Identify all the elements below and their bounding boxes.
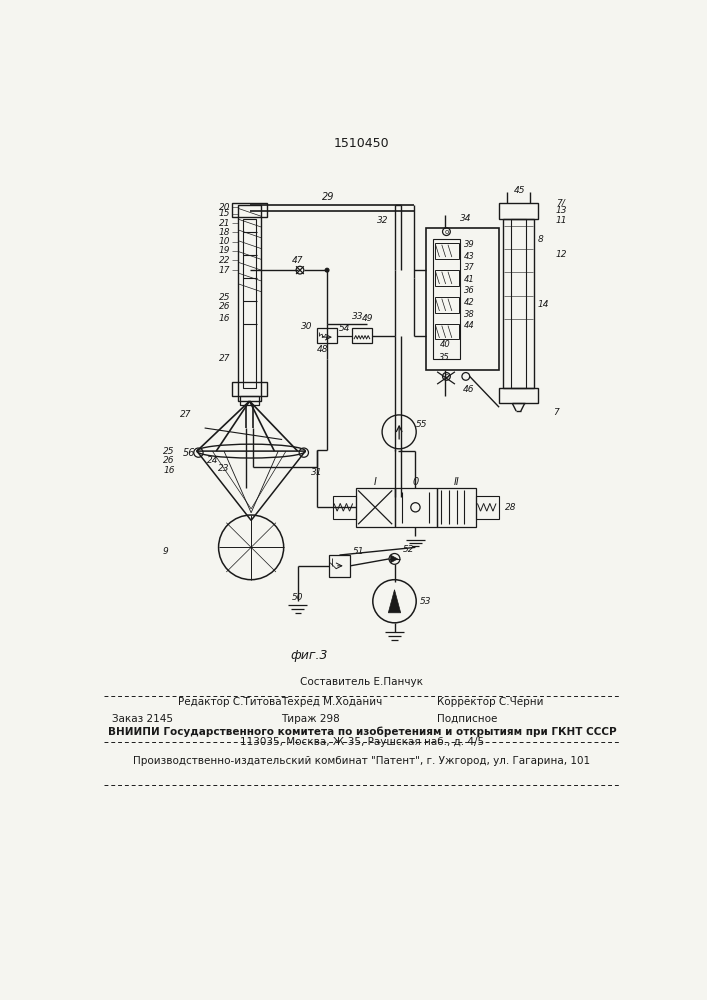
- Text: 11: 11: [556, 216, 567, 225]
- Text: 7: 7: [554, 408, 559, 417]
- Text: 14: 14: [538, 300, 549, 309]
- Text: 50: 50: [292, 593, 303, 602]
- Bar: [435, 270, 459, 286]
- Text: 43: 43: [464, 252, 475, 261]
- Text: Подписное: Подписное: [437, 714, 498, 724]
- Text: 55: 55: [416, 420, 427, 429]
- Bar: [232, 203, 267, 217]
- Bar: [476, 496, 499, 519]
- Text: 48: 48: [317, 345, 328, 354]
- Text: 18: 18: [218, 228, 230, 237]
- Text: II: II: [454, 477, 460, 487]
- Text: 23: 23: [218, 464, 230, 473]
- Circle shape: [325, 268, 329, 272]
- Text: o: o: [444, 373, 448, 379]
- Text: I: I: [374, 477, 377, 487]
- Text: 38: 38: [464, 310, 475, 319]
- Text: Составитель Е.Панчук: Составитель Е.Панчук: [300, 677, 423, 687]
- Text: фиг.3: фиг.3: [291, 649, 328, 662]
- Text: 16: 16: [163, 466, 175, 475]
- Text: 24: 24: [206, 456, 218, 465]
- Bar: [352, 328, 372, 343]
- Bar: [332, 496, 356, 519]
- Text: 39: 39: [464, 240, 475, 249]
- Text: 27: 27: [218, 354, 230, 363]
- Text: 41: 41: [464, 275, 475, 284]
- Text: 21: 21: [218, 219, 230, 228]
- Text: 27: 27: [180, 410, 191, 419]
- Text: 31: 31: [311, 468, 323, 477]
- Text: 20: 20: [218, 203, 230, 212]
- Text: 26: 26: [218, 302, 230, 311]
- Text: 8: 8: [538, 235, 544, 244]
- Text: 35: 35: [440, 353, 450, 362]
- Bar: [433, 239, 460, 359]
- Text: 10: 10: [218, 237, 230, 246]
- Bar: [435, 243, 459, 259]
- Bar: [238, 205, 261, 401]
- Bar: [435, 297, 459, 312]
- Bar: [435, 324, 459, 339]
- Bar: [437, 488, 476, 527]
- Bar: [243, 219, 256, 388]
- Text: 17: 17: [218, 266, 230, 275]
- Text: 34: 34: [460, 214, 472, 223]
- Text: 25: 25: [163, 447, 175, 456]
- Text: 26: 26: [163, 456, 175, 465]
- Text: 51: 51: [352, 547, 364, 556]
- Text: 32: 32: [377, 216, 389, 225]
- Text: 13: 13: [556, 206, 567, 215]
- Text: 42: 42: [464, 298, 475, 307]
- Text: 36: 36: [464, 286, 475, 295]
- Text: 29: 29: [322, 192, 335, 202]
- Text: 15: 15: [218, 209, 230, 218]
- Text: 16: 16: [218, 314, 230, 323]
- Text: 47: 47: [292, 256, 303, 265]
- Text: Заказ 2145: Заказ 2145: [112, 714, 173, 724]
- Text: Производственно-издательский комбинат "Патент", г. Ужгород, ул. Гагарина, 101: Производственно-издательский комбинат "П…: [134, 756, 590, 766]
- Bar: [395, 488, 437, 527]
- Text: 28: 28: [505, 503, 517, 512]
- Text: 30: 30: [301, 322, 312, 331]
- Text: 37: 37: [464, 263, 475, 272]
- Text: 19: 19: [218, 246, 230, 255]
- Bar: [510, 219, 526, 388]
- Polygon shape: [388, 590, 401, 613]
- Text: 44: 44: [464, 321, 475, 330]
- Text: o: o: [444, 229, 448, 235]
- Text: Тираж 298: Тираж 298: [281, 714, 339, 724]
- Bar: [499, 203, 538, 219]
- Bar: [232, 382, 267, 396]
- Text: 54: 54: [339, 324, 350, 333]
- Bar: [503, 219, 534, 388]
- Bar: [426, 228, 499, 370]
- Text: 33: 33: [352, 312, 364, 321]
- Text: 1510450: 1510450: [334, 137, 390, 150]
- Text: 53: 53: [420, 597, 431, 606]
- Bar: [356, 488, 395, 527]
- Text: 7/: 7/: [556, 199, 564, 208]
- Text: ВНИИПИ Государственного комитета по изобретениям и открытиям при ГКНТ СССР: ВНИИПИ Государственного комитета по изоб…: [107, 726, 617, 737]
- Text: Корректор С.Черни: Корректор С.Черни: [437, 697, 544, 707]
- Text: 0: 0: [412, 477, 419, 487]
- Bar: [240, 396, 259, 405]
- Text: 22: 22: [218, 256, 230, 265]
- Polygon shape: [391, 555, 397, 563]
- Text: 52: 52: [403, 545, 414, 554]
- Text: 25: 25: [218, 293, 230, 302]
- Text: 9: 9: [163, 547, 169, 556]
- Text: 46: 46: [462, 385, 474, 394]
- Text: 45: 45: [514, 186, 526, 195]
- Text: 113035, Москва, Ж-35, Раушская наб., д. 4/5: 113035, Москва, Ж-35, Раушская наб., д. …: [240, 737, 484, 747]
- Text: 49: 49: [361, 314, 373, 323]
- Text: Редактор С.Титова: Редактор С.Титова: [177, 697, 281, 707]
- Text: Техред М.Ходанич: Техред М.Ходанич: [281, 697, 382, 707]
- Bar: [499, 388, 538, 403]
- Text: 56: 56: [183, 448, 195, 458]
- Bar: [329, 555, 351, 577]
- Text: 40: 40: [440, 340, 450, 349]
- Bar: [317, 328, 337, 343]
- Text: 12: 12: [556, 250, 567, 259]
